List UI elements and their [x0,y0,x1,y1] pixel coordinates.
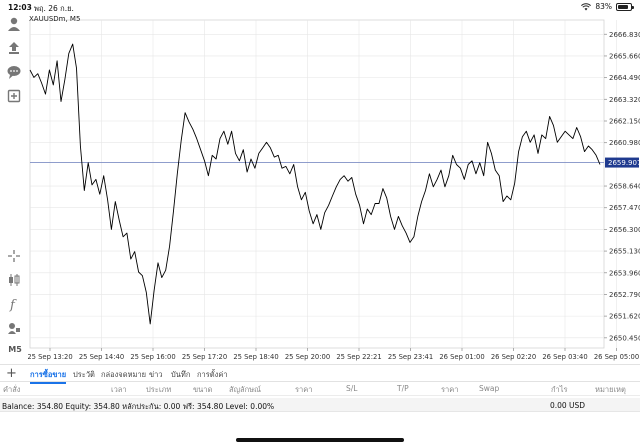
x-tick-label: 26 Sep 02:20 [491,353,536,361]
x-tick-label: 25 Sep 20:00 [285,353,330,361]
column-header[interactable]: ราคา [441,385,459,394]
column-header[interactable]: สัญลักษณ์ [229,385,262,394]
user-icon[interactable] [6,16,22,32]
account-summary: Balance: 354.80 Equity: 354.80 หลักประกั… [2,402,275,411]
y-tick-label: 2662.150 [609,117,640,125]
status-bar: 12:03 พฤ. 26 ก.ย. 83% [0,0,640,14]
objects-icon[interactable] [6,320,22,336]
y-tick-label: 2652.790 [609,291,640,299]
home-indicator[interactable] [236,438,404,442]
left-toolbar: f M5 [0,14,28,358]
function-icon[interactable]: f [6,296,22,312]
y-tick-label: 2660.980 [609,139,640,147]
total-profit: 0.00 [550,401,567,410]
y-tick-label: 2651.620 [609,313,640,321]
column-header[interactable]: ประเภท [146,385,172,394]
price-tag-box [605,157,639,168]
chat-icon[interactable] [6,64,22,80]
candles-icon[interactable] [6,272,22,288]
tab-trade[interactable]: การซื้อขาย [30,369,67,384]
x-tick-label: 26 Sep 03:40 [542,353,587,361]
status-right: 83% [581,2,634,11]
x-tick-label: 25 Sep 16:00 [130,353,175,361]
y-tick-label: 2663.320 [609,96,640,104]
column-header[interactable]: ราคา [295,385,313,394]
plot-border [29,19,605,349]
column-header[interactable]: คำสั่ง [3,385,21,394]
x-tick-label: 25 Sep 13:20 [28,353,73,361]
terminal-tabs: + การซื้อขาย ประวัติ กล่องจดหมาย ข่าว บั… [0,364,640,384]
column-header[interactable]: หมายเหตุ [595,385,626,394]
y-tick-label: 2656.300 [609,226,640,234]
add-icon[interactable]: + [6,366,17,381]
price-axis: 2666.830 2665.660 2664.490 2663.320 2662.150… [604,31,640,342]
tab-history[interactable]: ประวัติ [73,370,95,379]
column-header[interactable]: ขนาด [193,385,213,394]
date: พฤ. 26 ก.ย. [34,4,74,13]
account-currency: USD [569,401,586,410]
y-tick-label: 2664.490 [609,74,640,82]
price-chart[interactable]: 2666.830 2665.660 2664.490 2663.320 2662.150… [28,14,640,362]
column-header[interactable]: กำไร [551,385,568,394]
column-header[interactable]: Swap [479,384,500,393]
chart-grid [29,19,617,349]
table-header: คำสั่ง เวลา ประเภท ขนาด สัญลักษณ์ ราคา S… [0,382,640,396]
y-tick-label: 2666.830 [609,31,640,39]
time-axis: 25 Sep 13:20 25 Sep 14:40 25 Sep 16:00 25 S… [28,348,639,361]
y-tick-label: 2650.450 [609,334,640,342]
y-tick-label: 2658.640 [609,183,640,191]
y-tick-label: 2657.470 [609,204,640,212]
wifi-icon [581,2,592,10]
y-tick-label: 2665.660 [609,52,640,60]
column-header[interactable]: S/L [346,384,358,393]
x-tick-label: 25 Sep 14:40 [79,353,124,361]
column-header[interactable]: เวลา [111,385,127,394]
add-box-icon[interactable] [6,88,22,104]
price-series [29,43,601,325]
timeframe-button[interactable]: M5 [8,345,22,354]
y-tick-label: 2655.130 [609,248,640,256]
x-tick-label: 25 Sep 17:20 [182,353,227,361]
battery-icon [616,2,634,11]
x-tick-label: 25 Sep 22:21 [336,353,381,361]
crosshair-icon[interactable] [6,248,22,264]
trade-up-icon[interactable] [6,40,22,56]
clock: 12:03 [8,3,32,12]
x-tick-label: 25 Sep 18:40 [233,353,278,361]
tab-journal[interactable]: บันทึก [171,370,191,379]
symbol-label: XAUUSDm, M5 [29,15,81,23]
x-tick-label: 26 Sep 01:00 [439,353,484,361]
price-line [29,43,601,325]
column-header[interactable]: T/P [397,384,409,393]
price-tag-label: 2659.907 [608,159,640,167]
tab-settings[interactable]: การตั้งค่า [197,370,228,379]
tab-mailbox[interactable]: กล่องจดหมาย [101,370,147,379]
battery-percent: 83% [595,2,612,11]
battery-fill [618,4,628,9]
svg-text:f: f [9,298,17,312]
x-tick-label: 25 Sep 23:41 [388,353,433,361]
y-tick-label: 2653.960 [609,269,640,277]
account-summary-row: Balance: 354.80 Equity: 354.80 หลักประกั… [0,398,640,412]
x-tick-label: 26 Sep 05:00 [594,353,639,361]
tab-news[interactable]: ข่าว [149,370,163,379]
current-price-tag: 2659.907 [605,157,640,168]
